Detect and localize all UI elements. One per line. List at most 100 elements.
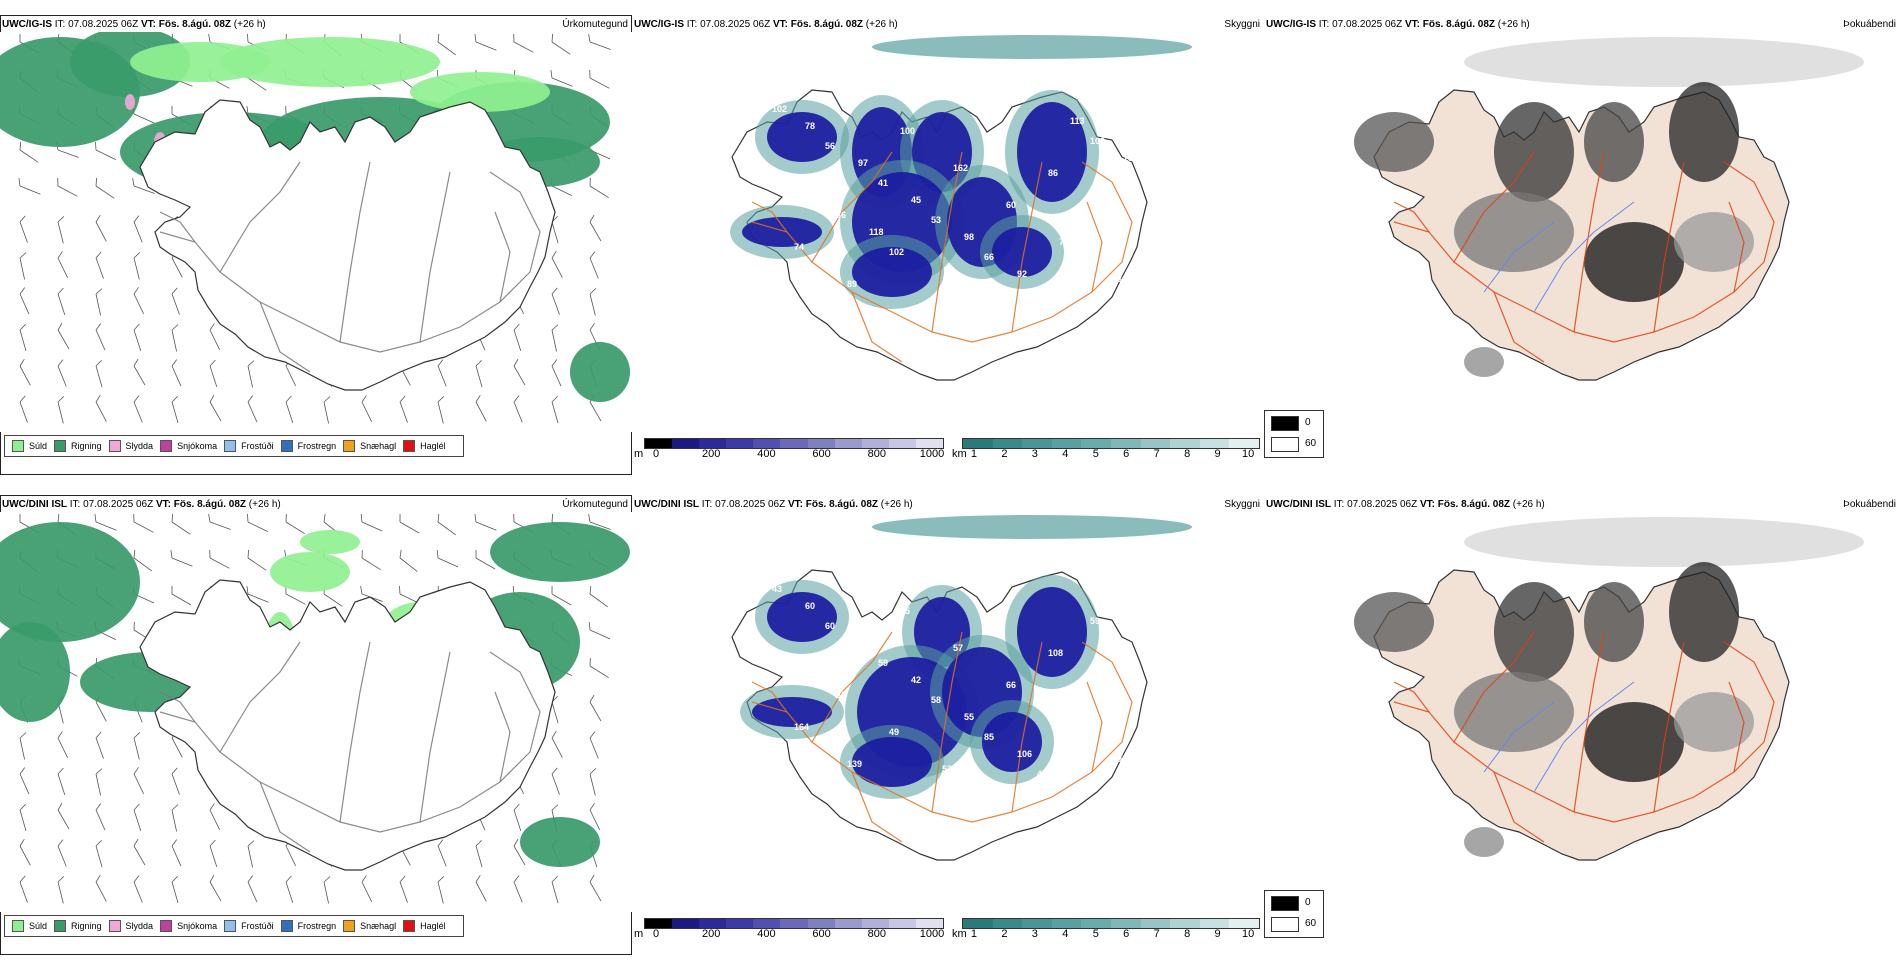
cloudbase-value-label: 66 bbox=[984, 252, 994, 262]
cloudbase-value-label: 62 bbox=[1037, 289, 1047, 299]
barb-staff bbox=[19, 773, 30, 795]
cloudbase-value-label: 58 bbox=[931, 695, 941, 705]
barb-flag bbox=[209, 803, 215, 811]
barb-staff bbox=[551, 329, 557, 352]
barb-flag bbox=[19, 252, 27, 259]
barb-staff bbox=[475, 557, 496, 570]
cloudbase-value-label: 57 bbox=[953, 643, 963, 653]
road-line bbox=[419, 171, 451, 343]
wind-barb bbox=[19, 141, 39, 163]
barb-flag bbox=[133, 621, 135, 631]
precip-legend: Súld Rigning Slydda Snjókoma Frostúði Frostre… bbox=[4, 435, 464, 457]
vt-label: VT: bbox=[1404, 19, 1420, 30]
barb-staff bbox=[551, 365, 562, 387]
wind-barb bbox=[19, 215, 28, 243]
cloudbase-value-label: 130 bbox=[1123, 153, 1138, 163]
cloudbase-value-label: 118 bbox=[869, 227, 884, 237]
barb-staff bbox=[209, 845, 218, 868]
road-line bbox=[751, 641, 1133, 823]
wind-barb bbox=[57, 251, 69, 278]
cloudbase-value-label: 56 bbox=[825, 141, 835, 151]
wind-barb bbox=[437, 396, 445, 424]
colorbar-tick-label: 0 bbox=[652, 448, 660, 460]
legend-swatch bbox=[280, 920, 293, 932]
legend-label: Frostregn bbox=[297, 921, 337, 931]
wind-barb bbox=[209, 803, 221, 830]
barb-flag bbox=[19, 215, 26, 223]
barb-staff bbox=[57, 149, 79, 158]
cloudbase-value-label: 66 bbox=[836, 210, 846, 220]
wind-barb bbox=[133, 395, 143, 423]
barb-flag bbox=[57, 216, 65, 223]
barb-flag bbox=[133, 252, 141, 259]
fog-area bbox=[1464, 37, 1864, 87]
wind-barb bbox=[171, 513, 191, 535]
cloudbase-colorbar: m 0 200 400 600 800 1000 bbox=[634, 918, 944, 948]
barb-flag bbox=[133, 323, 140, 331]
barb-staff bbox=[19, 401, 28, 423]
lead-time: (+26 h) bbox=[865, 19, 898, 30]
cloudbase-value-label: 71 bbox=[1101, 205, 1111, 215]
barb-flag bbox=[57, 839, 64, 847]
road-line bbox=[1453, 151, 1535, 263]
wind-barb bbox=[170, 549, 193, 567]
barb-flag bbox=[209, 839, 216, 847]
cloudbase-area bbox=[752, 697, 832, 727]
colorbar-segment bbox=[645, 919, 673, 928]
legend-item: Rigning bbox=[54, 920, 102, 932]
barb-flag bbox=[246, 585, 249, 595]
barb-staff bbox=[57, 401, 64, 424]
barb-staff bbox=[133, 521, 154, 533]
wind-barb bbox=[437, 33, 457, 56]
fog-low-label: 60 bbox=[1305, 438, 1317, 449]
colorbar-tick-label: 1000 bbox=[919, 448, 945, 460]
colorbar-segment bbox=[834, 439, 862, 448]
model-row: UWC/DINI ISL IT: 07.08.2025 06Z VT: Fös.… bbox=[0, 495, 1900, 965]
cloudbase-value-label: 54 bbox=[1101, 685, 1111, 695]
wind-barb bbox=[209, 359, 218, 388]
legend-item: Frostregn bbox=[280, 440, 336, 452]
wind-barb bbox=[588, 33, 611, 50]
precip-area bbox=[0, 522, 140, 642]
barb-staff bbox=[285, 593, 306, 605]
wind-barb bbox=[323, 876, 331, 904]
barb-flag bbox=[209, 549, 211, 559]
barb-staff bbox=[285, 881, 294, 904]
barb-staff bbox=[513, 845, 526, 866]
barb-staff bbox=[475, 41, 497, 51]
wind-barb bbox=[551, 324, 559, 352]
wind-barb bbox=[361, 549, 381, 570]
wind-barb bbox=[171, 359, 182, 387]
it-label: IT: bbox=[69, 499, 81, 510]
cloudbase-value-label: 102 bbox=[889, 247, 904, 257]
cloudbase-value-label: 121 bbox=[783, 653, 798, 663]
road-line bbox=[219, 161, 301, 273]
cloudbase-value-label: 65 bbox=[995, 131, 1005, 141]
barb-flag bbox=[95, 731, 102, 739]
fog-panel: UWC/IG-IS IT: 07.08.2025 06Z VT: Fös. 8.… bbox=[1264, 15, 1900, 475]
it-value: 07.08.2025 06Z bbox=[1332, 19, 1403, 30]
wind-barb bbox=[589, 585, 609, 608]
barb-staff bbox=[209, 881, 222, 902]
precip-map bbox=[0, 512, 632, 912]
colorbar-tick-label: 1 bbox=[970, 448, 977, 460]
barb-staff bbox=[95, 293, 101, 316]
cloudbase-value-label: 89 bbox=[847, 279, 857, 289]
colorbar-tick-label: 5 bbox=[1092, 928, 1099, 940]
barb-flag bbox=[171, 839, 178, 847]
cloudbase-area bbox=[1017, 102, 1087, 202]
barb-staff bbox=[551, 257, 563, 278]
legend-item: Frostregn bbox=[280, 920, 337, 932]
wind-barb bbox=[247, 875, 258, 903]
barb-flag bbox=[551, 287, 558, 295]
legend-swatch bbox=[224, 920, 237, 932]
barb-flag bbox=[171, 105, 173, 115]
road-line bbox=[751, 201, 788, 233]
wind-barb bbox=[551, 875, 559, 904]
barb-staff bbox=[475, 845, 483, 868]
wind-barb bbox=[57, 767, 66, 796]
barb-staff bbox=[513, 881, 523, 903]
barb-flag bbox=[589, 585, 592, 595]
wind-barb bbox=[95, 214, 107, 242]
it-value: 07.08.2025 06Z bbox=[68, 19, 139, 30]
